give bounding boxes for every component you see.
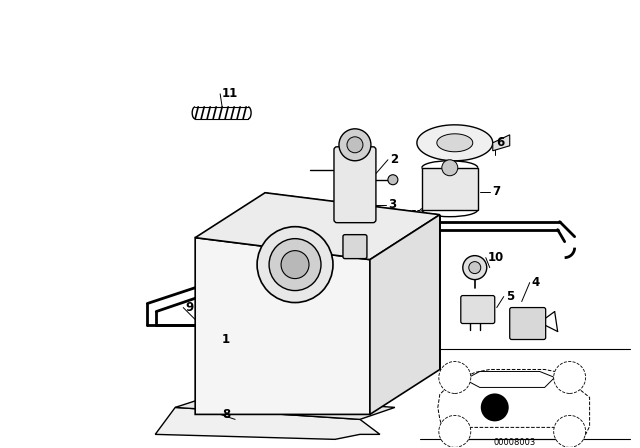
Polygon shape xyxy=(493,135,509,151)
Polygon shape xyxy=(438,370,589,436)
Circle shape xyxy=(463,256,487,280)
Circle shape xyxy=(269,239,321,291)
Polygon shape xyxy=(465,371,555,388)
Text: 8: 8 xyxy=(222,408,230,421)
Circle shape xyxy=(554,362,586,393)
Polygon shape xyxy=(195,193,440,260)
Text: 4: 4 xyxy=(532,276,540,289)
FancyBboxPatch shape xyxy=(509,308,546,340)
Polygon shape xyxy=(422,168,478,210)
Polygon shape xyxy=(195,237,370,414)
Polygon shape xyxy=(437,134,473,152)
Polygon shape xyxy=(175,394,395,419)
Text: 7: 7 xyxy=(492,185,500,198)
Text: 1: 1 xyxy=(222,333,230,346)
Circle shape xyxy=(439,415,471,448)
Circle shape xyxy=(281,250,309,279)
Circle shape xyxy=(257,227,333,302)
Circle shape xyxy=(439,362,471,393)
Circle shape xyxy=(468,262,481,274)
Text: 9: 9 xyxy=(185,301,193,314)
FancyBboxPatch shape xyxy=(461,296,495,323)
Polygon shape xyxy=(417,125,493,161)
Text: 10: 10 xyxy=(488,251,504,264)
Polygon shape xyxy=(370,215,440,414)
Text: 5: 5 xyxy=(506,290,514,303)
FancyBboxPatch shape xyxy=(343,235,367,258)
Text: 6: 6 xyxy=(497,136,505,149)
Circle shape xyxy=(554,415,586,448)
Text: 3: 3 xyxy=(388,198,396,211)
FancyBboxPatch shape xyxy=(334,147,376,223)
Circle shape xyxy=(442,160,458,176)
Circle shape xyxy=(339,129,371,161)
Circle shape xyxy=(347,137,363,153)
Text: 00008003: 00008003 xyxy=(493,438,536,447)
Circle shape xyxy=(481,393,509,422)
Polygon shape xyxy=(156,407,380,439)
Text: 2: 2 xyxy=(390,153,398,166)
Circle shape xyxy=(388,175,398,185)
Text: 11: 11 xyxy=(222,87,238,100)
